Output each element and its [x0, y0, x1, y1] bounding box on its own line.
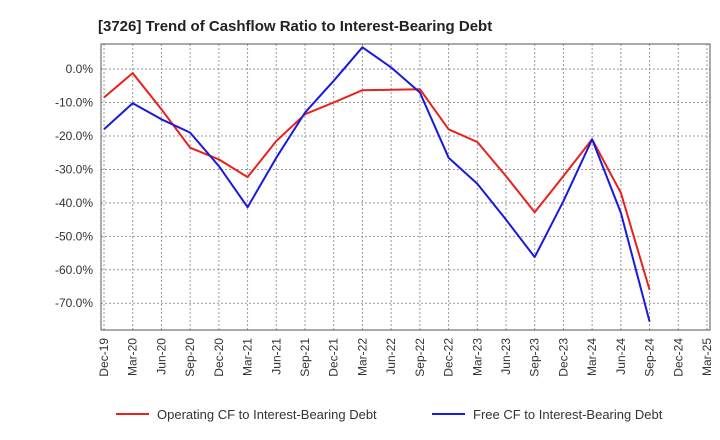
plot-area: [100, 43, 711, 331]
x-tick-label: Jun-21: [269, 338, 283, 375]
y-tick-label: -20.0%: [55, 129, 93, 143]
x-tick-label: Dec-21: [327, 338, 341, 377]
x-tick-label: Jun-22: [384, 338, 398, 375]
x-tick-label: Dec-20: [212, 338, 226, 377]
chart-title: [3726] Trend of Cashflow Ratio to Intere…: [98, 18, 492, 35]
y-tick-label: -60.0%: [55, 263, 93, 277]
legend: Operating CF to Interest-Bearing Debt Fre…: [116, 407, 663, 422]
x-tick-label: Sep-24: [643, 338, 657, 377]
x-tick-label: Jun-20: [154, 338, 168, 375]
x-tick-label: Sep-20: [183, 338, 197, 377]
x-tick-label: Jun-23: [499, 338, 513, 375]
x-tick-label: Jun-24: [614, 338, 628, 375]
x-tick-label: Mar-24: [585, 338, 599, 376]
x-tick-label: Mar-23: [470, 338, 484, 376]
x-tick-label: Mar-20: [126, 338, 140, 376]
x-tick-label: Sep-21: [298, 338, 312, 377]
x-tick-label: Dec-23: [556, 338, 570, 377]
y-tick-label: -10.0%: [55, 96, 93, 110]
y-tick-label: -70.0%: [55, 296, 93, 310]
x-tick-label: Mar-21: [241, 338, 255, 376]
y-tick-label: 0.0%: [66, 62, 94, 76]
y-tick-label: -30.0%: [55, 162, 93, 176]
series-lines: [103, 46, 651, 322]
legend-label: Free CF to Interest-Bearing Debt: [473, 407, 663, 422]
y-axis-ticks: 0.0% -10.0% -20.0% -30.0% -40.0% -50.0% -60.0%…: [55, 62, 93, 310]
x-axis-ticks: Dec-19 Mar-20 Jun-20 Sep-20 Dec-20 Mar-21 Jun-…: [97, 338, 714, 377]
series-line-free-cf: [103, 46, 651, 322]
x-tick-label: Mar-25: [700, 338, 714, 376]
x-tick-label: Mar-22: [355, 338, 369, 376]
y-tick-label: -50.0%: [55, 229, 93, 243]
x-tick-label: Sep-22: [413, 338, 427, 377]
y-tick-label: -40.0%: [55, 196, 93, 210]
series-line-operating-cf: [103, 72, 651, 291]
x-tick-label: Dec-19: [97, 338, 111, 377]
grid: [101, 44, 710, 330]
legend-label: Operating CF to Interest-Bearing Debt: [157, 407, 377, 422]
x-tick-label: Dec-24: [671, 338, 685, 377]
x-tick-label: Dec-22: [442, 338, 456, 377]
x-tick-label: Sep-23: [528, 338, 542, 377]
